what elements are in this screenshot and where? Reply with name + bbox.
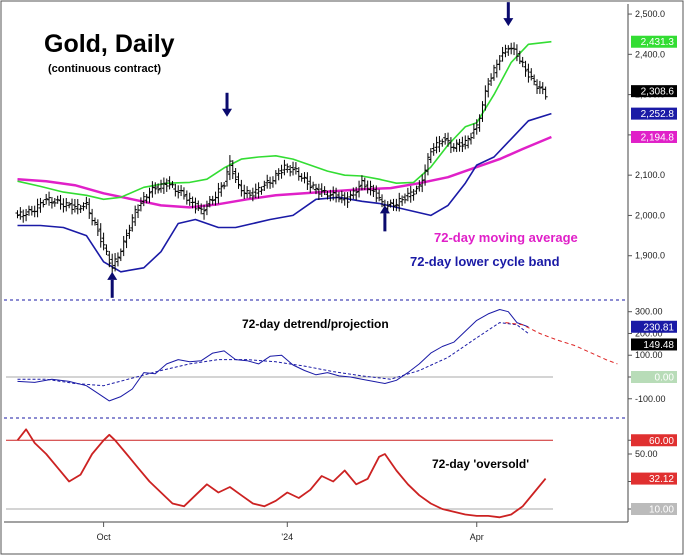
detrend-value-tag-label: 230.81	[643, 322, 674, 333]
chart-title: Gold, Daily	[44, 30, 175, 58]
price-ytick-label: 1,900.0	[635, 251, 665, 261]
oversold-value-tag	[631, 434, 677, 447]
moving-average-annotation: 72-day moving average	[434, 230, 578, 245]
price-ytick-label: 2,500.0	[635, 9, 665, 19]
detrend-lines	[6, 309, 618, 402]
price-value-tags: 2,431.3 2,308.6 2,252.8 2,194.8	[631, 35, 677, 143]
oversold-value-tag-label: 10.00	[649, 505, 674, 516]
oversold-value-tag	[631, 472, 677, 485]
price-value-tag	[631, 35, 677, 48]
detrend-ytick-label: 200.00	[635, 328, 663, 338]
oversold-panel-title: 72-day 'oversold'	[432, 457, 529, 471]
price-value-tag	[631, 107, 677, 120]
detrend-value-tags: 230.81 149.48 0.00	[631, 320, 677, 384]
detrend-detrend-line	[17, 309, 529, 402]
price-72-day-upper-cycle-band-line	[17, 40, 552, 201]
x-axis: Oct '24 Apr	[97, 522, 484, 542]
price-value-tag	[631, 85, 677, 98]
oversold-value-tag-label: 60.00	[649, 436, 674, 447]
oversold-oversold-line	[16, 428, 547, 519]
detrend-value-tag	[631, 371, 677, 383]
detrend-ytick-label: 100.00	[635, 350, 663, 360]
cycle-arrows	[107, 2, 514, 298]
price-ytick-label: 2,100.0	[635, 170, 665, 180]
oversold-lines	[6, 428, 553, 519]
detrend-forward-projection-line	[505, 322, 618, 365]
lower-cycle-band-annotation: 72-day lower cycle band	[410, 254, 560, 269]
price-value-tag	[631, 130, 677, 143]
price-value-tag-label: 2,431.3	[641, 37, 675, 48]
detrend-value-tag-label: 0.00	[655, 373, 675, 384]
detrend-value-tag	[631, 320, 677, 333]
price-ohlc-bars	[15, 42, 548, 274]
price-ytick-label: 2,000.0	[635, 210, 665, 220]
detrend-panel-title: 72-day detrend/projection	[242, 317, 389, 331]
price-ytick-label: 2,400.0	[635, 49, 665, 59]
price-value-tag-label: 2,252.8	[641, 109, 675, 120]
detrend-value-tag-label: 149.48	[643, 340, 674, 351]
cycle-arrow-down-icon	[503, 18, 514, 27]
detrend-ytick-label: 300.00	[635, 307, 663, 317]
oversold-value-tag	[631, 503, 677, 515]
detrend-projection-line	[17, 322, 529, 387]
cycle-arrow-down-icon	[222, 108, 233, 117]
cycle-arrow-up-icon	[107, 271, 118, 280]
detrend-value-tag	[631, 338, 677, 351]
oversold-value-tags: 60.00 32.12 10.00	[631, 434, 677, 516]
detrend-ytick-label: -100.00	[635, 394, 666, 404]
cycle-arrow-up-icon	[379, 205, 390, 214]
oversold-ytick-label: 50.00	[635, 449, 658, 459]
x-tick-label: Oct	[97, 532, 112, 542]
price-72-day-moving-average-line	[17, 135, 552, 209]
chart-subtitle: (continuous contract)	[48, 63, 161, 75]
x-tick-label: Apr	[470, 532, 484, 542]
oversold-value-tag-label: 32.12	[649, 474, 674, 485]
x-tick-label: '24	[281, 532, 293, 542]
price-value-tag-label: 2,308.6	[641, 87, 675, 98]
price-value-tag-label: 2,194.8	[641, 132, 675, 143]
